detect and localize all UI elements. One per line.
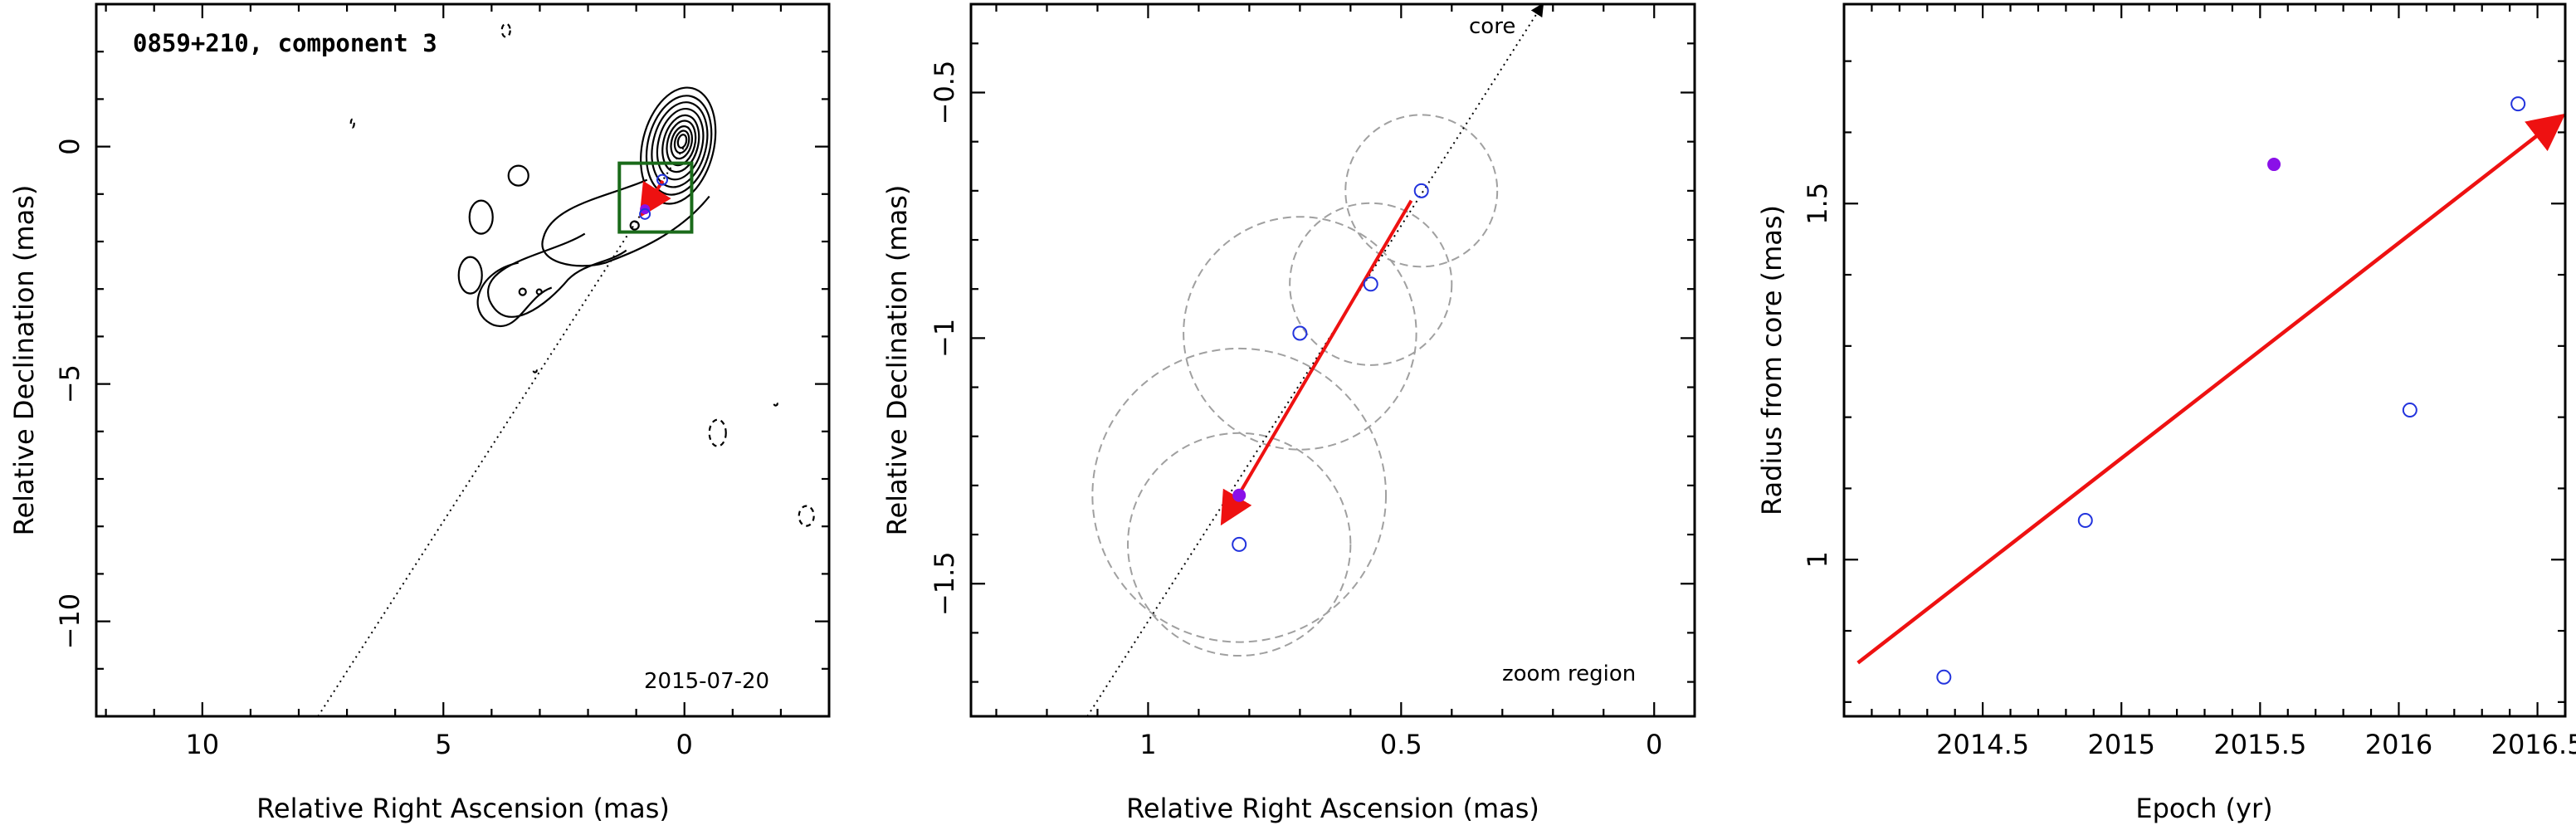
zoom-position-open — [1232, 536, 1247, 552]
contour-ring — [673, 129, 690, 154]
map-position-open — [639, 208, 651, 220]
epoch-point-open — [2402, 403, 2417, 418]
epoch-point-filled — [2267, 158, 2281, 172]
radius-x-tick-label: 2015.5 — [2213, 729, 2306, 760]
zoom-y-axis-label: Relative Declination (mas) — [881, 185, 913, 536]
radius-x-axis-label: Epoch (yr) — [2135, 793, 2272, 824]
map-date-label: 2015-07-20 — [644, 669, 769, 694]
radius-y-axis-label: Radius from core (mas) — [1756, 205, 1788, 515]
map-axes: 10 5 0 0 −5 −10 — [54, 4, 829, 760]
epoch-point-open — [2510, 96, 2526, 112]
contour-group — [349, 22, 815, 527]
uncertainty-circle — [1091, 347, 1388, 643]
map-x-axis-label: Relative Right Ascension (mas) — [256, 793, 670, 824]
contour-ring — [656, 108, 705, 181]
map-frame — [95, 2, 831, 718]
zoom-axes: 1 0.5 0 −0.5 −1 −1.5 — [929, 4, 1695, 760]
zoom-position-open — [1292, 325, 1308, 341]
zoom-x-tick-label: 1 — [1139, 729, 1156, 760]
zoom-region-label: zoom region — [1502, 662, 1636, 686]
core-label: core — [1469, 14, 1515, 39]
panel-radius: 2014.5 2015 2015.5 2016 2016.5 1 1.5 Epoch (yr… — [1756, 2, 2576, 824]
zoom-position-open — [1363, 276, 1378, 292]
radius-frame — [1842, 2, 2567, 718]
map-x-tick-label: 0 — [676, 729, 693, 760]
epoch-point-open — [1936, 669, 1952, 685]
jet-axis-line — [1086, 4, 1544, 716]
radius-marks — [1856, 96, 2566, 685]
contour-island — [629, 220, 640, 231]
map-position-open — [656, 173, 669, 186]
zoom-marks — [1086, 4, 1544, 716]
contour-negative — [532, 368, 538, 374]
panel-zoom: 1 0.5 0 −0.5 −1 −1.5 core zoom region Relativ… — [881, 2, 1696, 824]
zoom-y-tick-label: −1 — [929, 319, 960, 358]
trend-arrow — [1856, 113, 2566, 665]
contour-island — [535, 288, 543, 295]
contour-island — [468, 199, 494, 235]
contour-negative — [500, 22, 511, 38]
jet-axis-line — [317, 146, 685, 716]
radius-y-tick-label: 1 — [1802, 551, 1833, 568]
contour-island — [507, 164, 529, 187]
contour-island — [457, 256, 483, 295]
zoom-position-open — [1413, 183, 1429, 198]
map-y-tick-label: 0 — [54, 138, 85, 154]
contour-ring — [666, 120, 697, 167]
radius-x-tick-label: 2016 — [2365, 729, 2432, 760]
zoom-y-tick-label: −1.5 — [929, 551, 960, 616]
contour-jet — [486, 232, 627, 318]
contour-ring — [661, 114, 700, 173]
map-title: 0859+210, component 3 — [133, 29, 437, 57]
contour-negative — [798, 505, 815, 527]
zoom-x-tick-label: 0 — [1646, 729, 1662, 760]
zoom-box — [617, 161, 694, 234]
map-y-tick-label: −10 — [54, 593, 85, 650]
contour-negative — [349, 118, 355, 129]
uncertainty-circle — [1289, 202, 1453, 366]
map-x-tick-label: 5 — [435, 729, 451, 760]
uncertainty-circle — [1344, 114, 1499, 268]
map-y-tick-label: −5 — [54, 364, 85, 403]
zoom-position-filled — [1232, 488, 1247, 502]
uncertainty-circle — [1127, 432, 1352, 657]
radius-x-tick-label: 2014.5 — [1936, 729, 2029, 760]
contour-jet — [476, 261, 553, 328]
radius-y-tick-label: 1.5 — [1802, 183, 1833, 225]
epoch-point-open — [2077, 513, 2093, 529]
zoom-frame — [969, 2, 1696, 718]
zoom-x-tick-label: 0.5 — [1380, 729, 1422, 760]
contour-negative — [773, 401, 778, 407]
panel-map: 10 5 0 0 −5 −10 0859+210, component 3 2015-07… — [8, 2, 831, 824]
zoom-x-axis-label: Relative Right Ascension (mas) — [1126, 793, 1539, 824]
zoom-motion-arrow — [1220, 199, 1413, 526]
map-x-tick-label: 10 — [185, 729, 219, 760]
zoom-y-tick-label: −0.5 — [929, 61, 960, 125]
contour-island — [518, 287, 527, 296]
map-marks — [317, 22, 815, 716]
radius-x-tick-label: 2015 — [2088, 729, 2155, 760]
radius-x-tick-label: 2016.5 — [2491, 729, 2576, 760]
contour-jet — [541, 178, 710, 267]
map-y-axis-label: Relative Declination (mas) — [8, 185, 40, 536]
contour-negative — [708, 418, 727, 447]
uncertainty-circle — [1183, 216, 1417, 451]
radius-axes: 2014.5 2015 2015.5 2016 2016.5 1 1.5 — [1802, 4, 2576, 760]
contour-ring — [676, 134, 688, 149]
